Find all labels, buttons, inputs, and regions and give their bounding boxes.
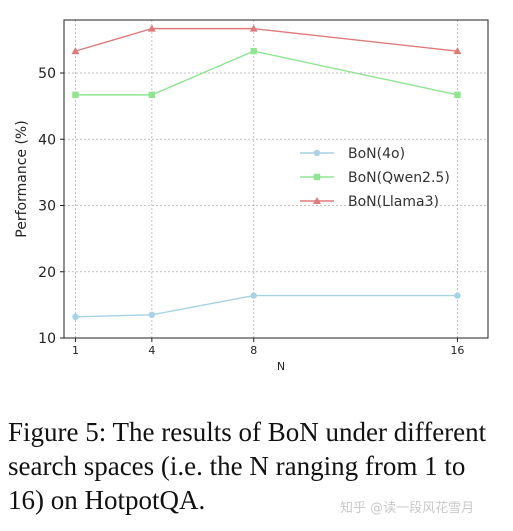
plot-frame: [63, 19, 489, 339]
figure-caption: Figure 5: The results of BoN under diffe…: [8, 417, 487, 515]
line-chart: 1 4 8 16 10 20 30 40 50 BoN(4o) BoN(Qwen2.5) BoN(L…: [14, 19, 489, 373]
data-point: [249, 24, 258, 32]
x-tick-label: 16: [450, 344, 464, 357]
x-tick-label: 4: [148, 344, 155, 357]
series-group: [71, 24, 462, 320]
data-point: [71, 47, 80, 55]
data-point: [453, 47, 462, 55]
y-tick-label: 30: [38, 199, 56, 215]
legend-marker: [313, 149, 321, 157]
legend-label: BoN(Qwen2.5): [348, 170, 450, 186]
x-tick-label: 8: [250, 344, 257, 357]
legend-marker: [313, 173, 321, 181]
axes: [60, 19, 489, 342]
data-point: [147, 24, 156, 32]
y-tick-label: 40: [38, 132, 56, 148]
legend-marker: [313, 197, 321, 204]
watermark: 知乎 @读一段风花雪月: [340, 501, 475, 516]
y-tick-label: 10: [38, 331, 56, 347]
y-tick-label: 20: [38, 265, 56, 281]
data-point: [250, 47, 257, 55]
tick-labels: 1 4 8 16 10 20 30 40 50: [38, 66, 464, 357]
series-line-0: [75, 294, 458, 318]
x-axis-label: N: [277, 360, 285, 373]
x-tick-label: 1: [72, 344, 79, 357]
y-tick-label: 50: [38, 66, 56, 82]
data-point: [72, 91, 79, 99]
series-line-1: [75, 50, 458, 96]
data-point: [454, 91, 461, 99]
data-point: [72, 313, 79, 320]
legend-label: BoN(Llama3): [348, 194, 439, 210]
y-axis-label: Performance (%): [14, 120, 30, 237]
data-point: [148, 311, 156, 319]
data-point: [454, 292, 461, 299]
data-point: [250, 292, 257, 299]
series-line-2: [75, 27, 458, 52]
legend-label: BoN(4o): [348, 146, 405, 162]
legend: BoN(4o) BoN(Qwen2.5) BoN(Llama3): [300, 146, 450, 210]
data-point: [148, 91, 156, 99]
